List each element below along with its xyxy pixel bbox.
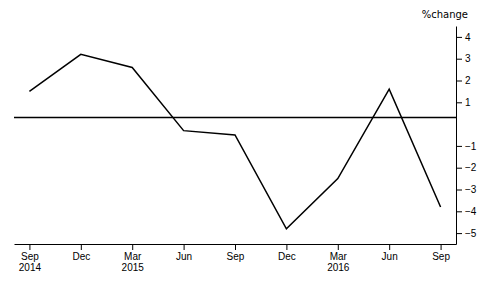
y-tick: −5 — [456, 228, 477, 239]
x-tick-label: Dec — [278, 251, 296, 262]
x-tick-label: Jun — [382, 251, 398, 262]
y-tick-mark — [456, 211, 462, 212]
x-tick-label-line: Mar — [124, 251, 142, 262]
y-tick-label: 4 — [465, 32, 471, 43]
y-axis: −5 −4 −3 −2 −1 1 2 3 4 — [456, 27, 477, 245]
y-tick: −1 — [456, 141, 477, 152]
y-tick-label: 1 — [465, 97, 471, 108]
y-tick-label: −5 — [465, 228, 477, 239]
x-tick-label-line: 2014 — [19, 262, 42, 273]
y-tick-mark — [456, 102, 462, 103]
y-tick-mark — [456, 81, 462, 82]
y-tick: 1 — [456, 97, 471, 108]
x-tick-label-line: Dec — [278, 251, 296, 262]
x-tick-label: Sep — [432, 251, 450, 262]
y-tick: −2 — [456, 162, 477, 173]
x-tick-mark — [235, 244, 236, 250]
x-tick: Jun — [176, 244, 192, 262]
y-tick-mark — [456, 37, 462, 38]
x-tick-mark — [29, 244, 30, 250]
chart: Sep2014DecMar2015JunSepDecMar2016JunSep−… — [0, 0, 496, 284]
y-tick-mark — [456, 146, 462, 147]
x-tick-mark — [184, 244, 185, 250]
y-tick: 4 — [456, 32, 471, 43]
x-tick-label: Jun — [176, 251, 192, 262]
reference-line — [14, 117, 456, 119]
x-tick-mark — [389, 244, 390, 250]
x-tick-mark — [286, 244, 287, 250]
x-tick-label-line: Mar — [330, 251, 348, 262]
y-tick: 3 — [456, 53, 471, 64]
x-tick-label-line: Sep — [227, 251, 245, 262]
x-tick: Sep — [227, 244, 245, 262]
plot: Sep2014DecMar2015JunSepDecMar2016JunSep−… — [14, 27, 477, 274]
x-tick: Mar2016 — [327, 244, 350, 273]
x-tick: Sep — [432, 244, 450, 262]
x-tick-label: Mar2016 — [327, 251, 350, 273]
x-tick-mark — [441, 244, 442, 250]
x-tick-mark — [338, 244, 339, 250]
x-tick-mark — [132, 244, 133, 250]
y-tick-mark — [456, 233, 462, 234]
x-tick-label-line: Dec — [72, 251, 90, 262]
y-tick-mark — [456, 190, 462, 191]
y-tick-label: −3 — [465, 184, 477, 195]
y-tick-mark — [456, 168, 462, 169]
x-tick-label: Sep2014 — [19, 251, 42, 273]
x-tick-label-line: Sep — [432, 251, 450, 262]
y-axis-label: %change — [422, 9, 468, 20]
x-tick: Mar2015 — [122, 244, 145, 273]
y-tick-label: −4 — [465, 206, 477, 217]
line — [29, 54, 440, 228]
y-tick-mark — [456, 59, 462, 60]
y-tick: −4 — [456, 206, 477, 217]
y-tick-label: 2 — [465, 75, 471, 86]
y-tick: 2 — [456, 75, 471, 86]
x-tick-label: Sep — [227, 251, 245, 262]
x-tick-label: Mar2015 — [122, 251, 145, 273]
x-tick: Sep2014 — [19, 244, 42, 273]
x-tick: Dec — [72, 244, 90, 262]
y-tick: −3 — [456, 184, 477, 195]
marks — [14, 54, 456, 228]
y-tick-label: −1 — [465, 141, 477, 152]
x-tick: Jun — [382, 244, 398, 262]
x-tick-label-line: Jun — [382, 251, 398, 262]
x-tick-label: Dec — [72, 251, 90, 262]
x-axis: Sep2014DecMar2015JunSepDecMar2016JunSep — [15, 244, 457, 273]
x-tick-label-line: 2016 — [327, 262, 350, 273]
y-tick-label: 3 — [465, 53, 471, 64]
y-tick-label: −2 — [465, 162, 477, 173]
x-tick-label-line: 2015 — [122, 262, 145, 273]
x-tick-label-line: Jun — [176, 251, 192, 262]
x-tick: Dec — [278, 244, 296, 262]
x-tick-mark — [81, 244, 82, 250]
x-tick-label-line: Sep — [21, 251, 39, 262]
